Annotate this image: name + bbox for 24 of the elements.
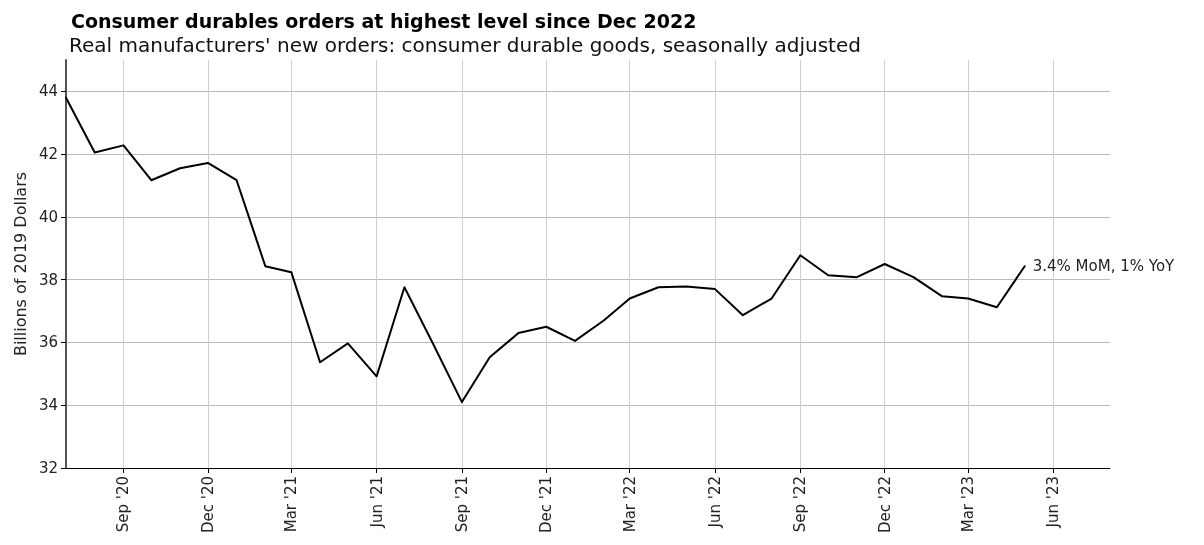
chart-subtitle: Real manufacturers' new orders: consumer durable goods, seasonally adjusted <box>69 33 861 57</box>
x-tick-label: Mar '23 <box>959 476 978 533</box>
y-tick-label: 32 <box>38 459 58 477</box>
x-tick-label: Jun '22 <box>706 476 725 529</box>
y-axis-title: Billions of 2019 Dollars <box>10 171 30 357</box>
x-tick-label: Mar '22 <box>620 476 639 533</box>
y-tick-label: 44 <box>38 82 58 101</box>
x-tick-label: Mar '21 <box>282 476 301 533</box>
x-tick-label: Sep '22 <box>791 476 810 533</box>
x-tick-label: Dec '20 <box>198 476 217 534</box>
x-tick-label: Sep '20 <box>114 476 133 533</box>
x-tick-label: Jun '21 <box>367 476 386 529</box>
y-tick-label: 40 <box>38 207 58 226</box>
line-series <box>65 96 1026 404</box>
x-tick-label: Dec '21 <box>537 476 556 534</box>
chart-title: Consumer durables orders at highest level since Dec 2022 <box>71 9 697 32</box>
x-tick-label: Sep '21 <box>452 476 471 533</box>
x-tick-label: Dec '22 <box>875 476 894 534</box>
annotation: 3.4% MoM, 1% YoY <box>1032 257 1176 276</box>
y-tick-label: 36 <box>38 333 58 352</box>
y-tick-label: 34 <box>38 396 58 415</box>
y-tick-label: 38 <box>38 270 58 289</box>
x-tick-label: Jun '23 <box>1044 476 1063 529</box>
y-tick-label: 42 <box>38 145 58 164</box>
